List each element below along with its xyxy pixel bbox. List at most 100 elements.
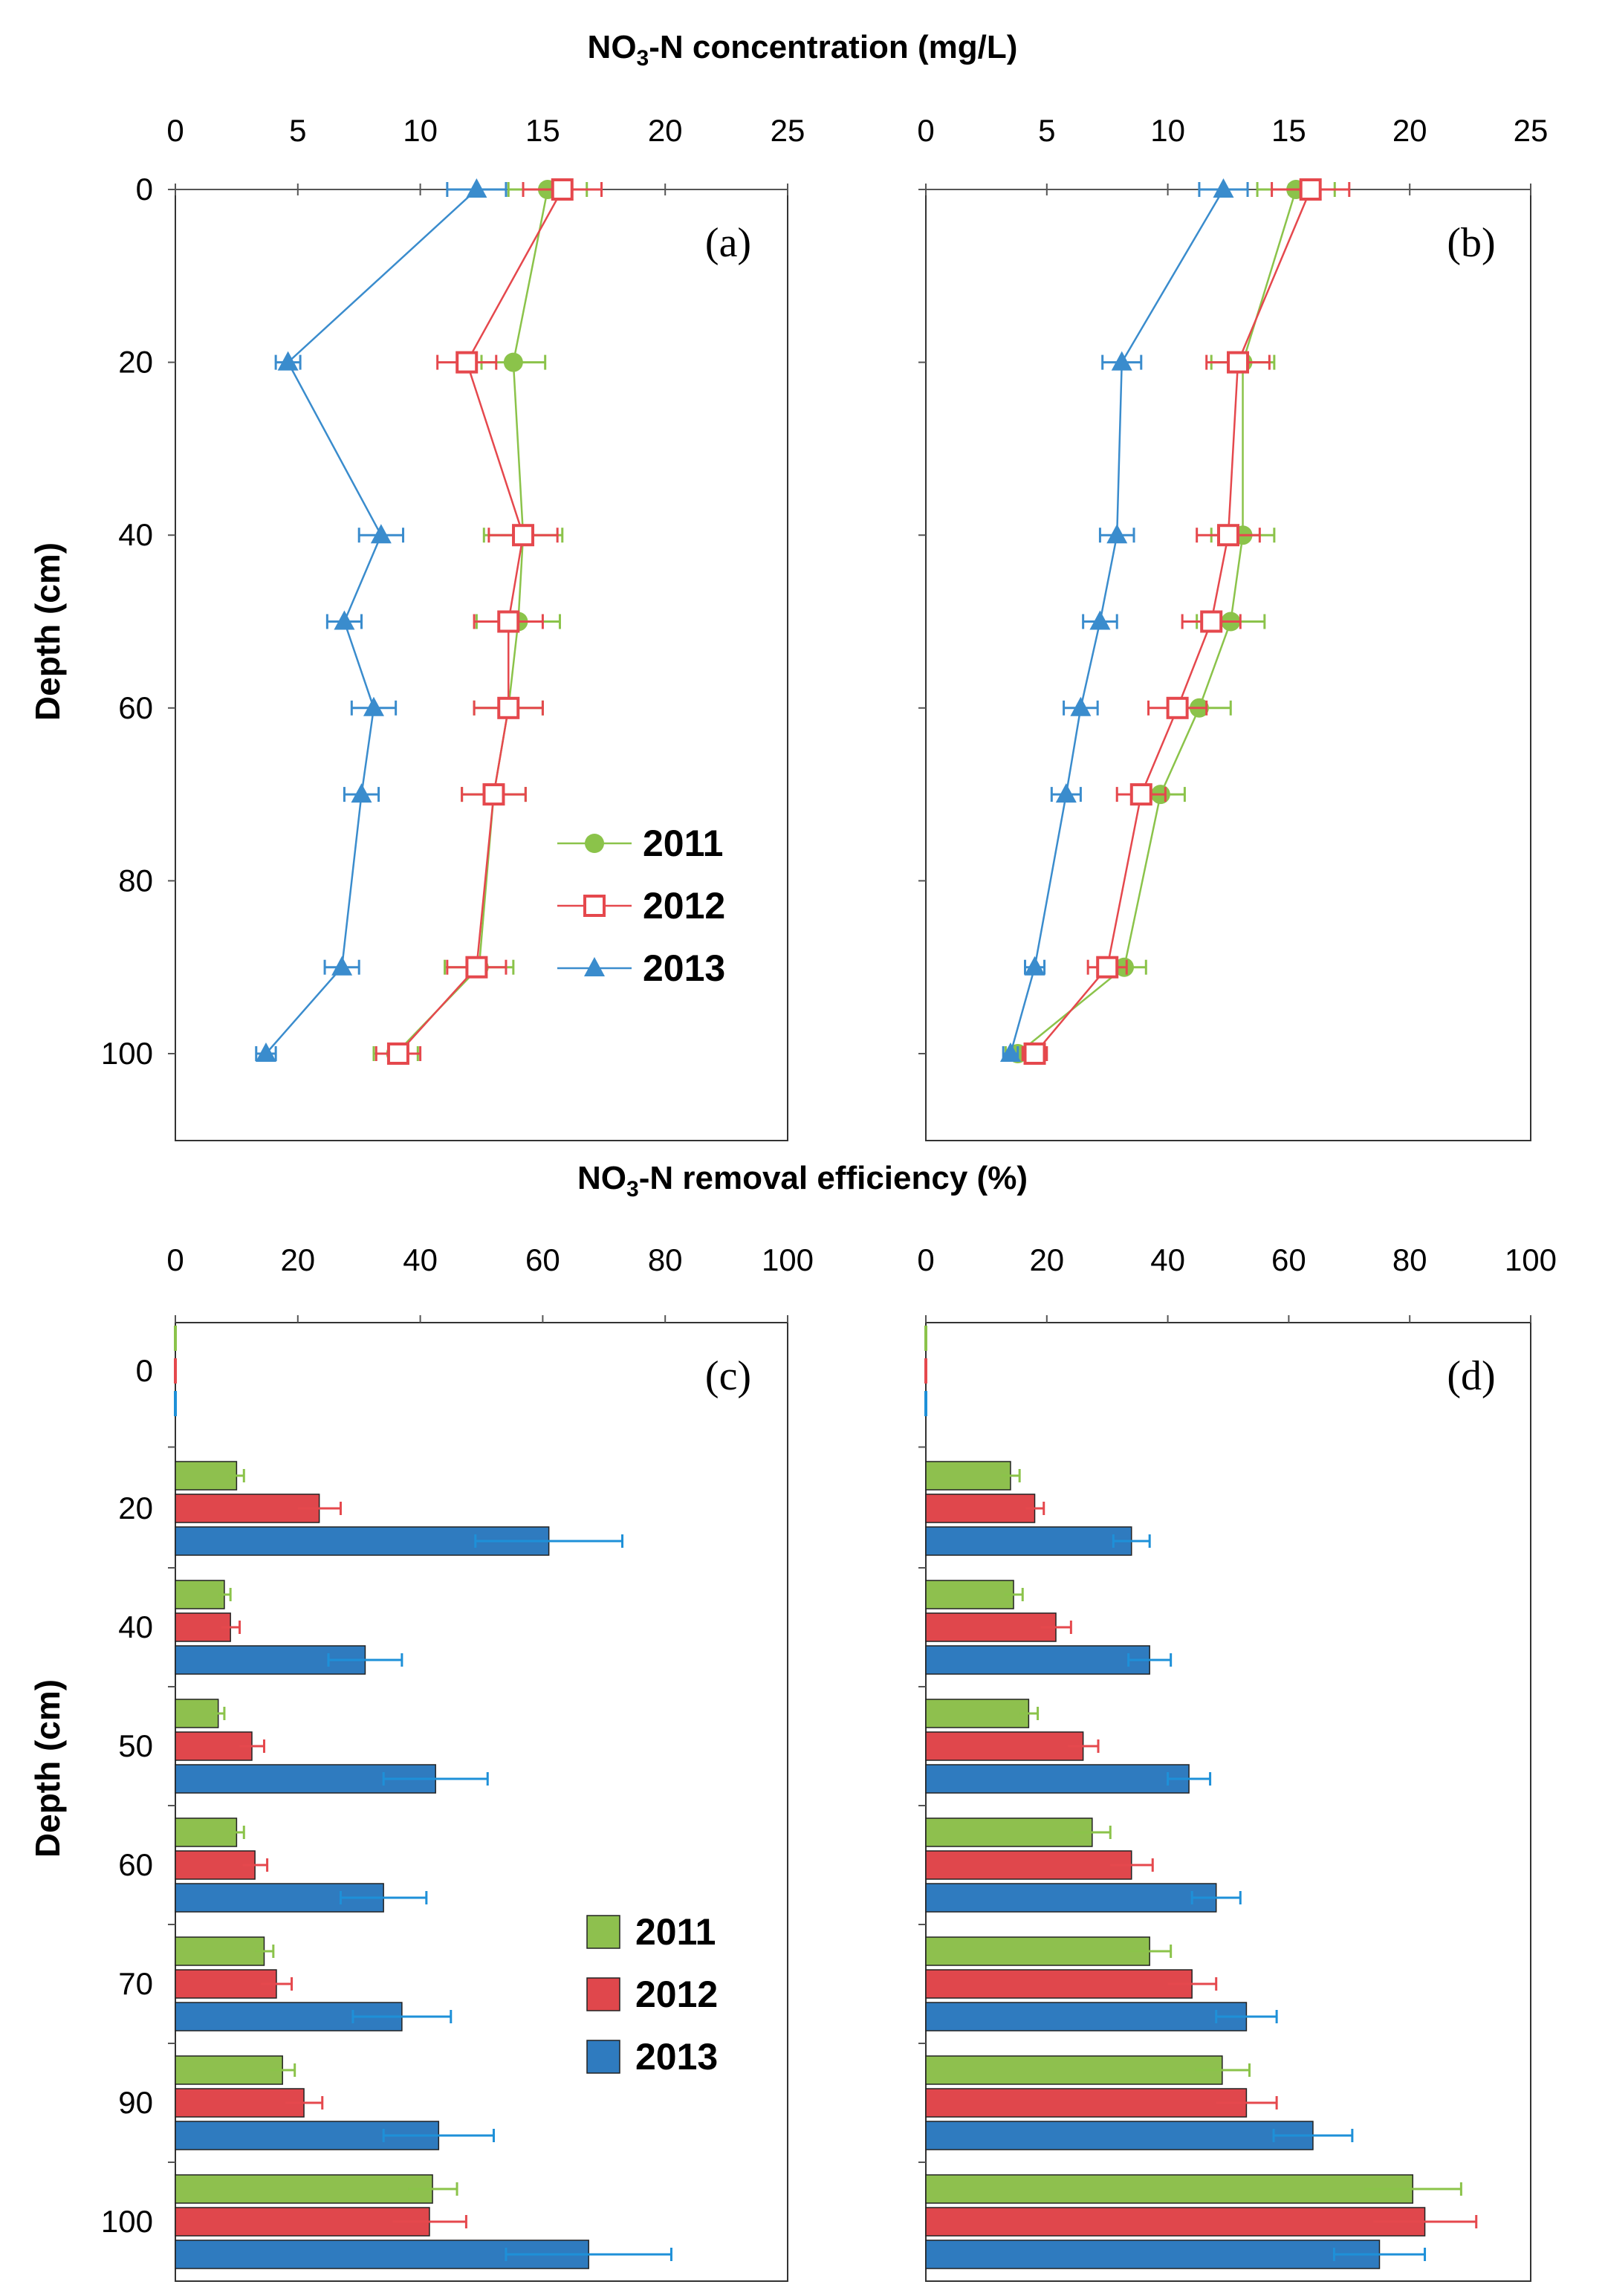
top-title-rest: -N concentration (mg/L): [649, 29, 1017, 65]
top-title-main: NO: [588, 29, 637, 65]
bar-2011: [175, 1580, 225, 1609]
data-point-2012: [1023, 1042, 1046, 1065]
data-point-2012: [482, 783, 505, 806]
y-category-label: 50: [118, 1728, 153, 1763]
data-point-2012: [1200, 610, 1223, 633]
legend-label-2011: 2011: [635, 1911, 716, 1953]
bar-2012: [925, 1850, 1132, 1880]
x-tick-label: 20: [1392, 113, 1427, 148]
bar-2011: [925, 1580, 1014, 1609]
data-point-2012: [1129, 783, 1152, 806]
x-tick-label: 0: [917, 1242, 934, 1277]
bar-2012: [925, 2207, 1426, 2237]
data-point-2012: [497, 610, 520, 633]
panel-label: (d): [1447, 1353, 1495, 1399]
data-point-2013: [370, 524, 392, 544]
x-tick-label: 100: [1505, 1242, 1557, 1277]
data-point-2012: [512, 524, 535, 547]
bar-2011: [925, 2174, 1414, 2204]
bar-2013: [925, 1764, 1190, 1794]
y-tick-label: 20: [118, 345, 153, 380]
x-tick-label: 80: [648, 1242, 683, 1277]
y-category-label: 70: [118, 1966, 153, 2001]
data-point-2011: [503, 352, 523, 372]
bar-2011: [175, 2174, 433, 2204]
bar-2011: [175, 1936, 265, 1966]
x-tick-label: 0: [917, 113, 934, 148]
legend-swatch-2013: [586, 2040, 620, 2074]
x-tick-label: 40: [403, 1242, 438, 1277]
y-tick-label: 0: [136, 172, 153, 207]
bar-2011: [175, 1699, 219, 1728]
data-point-2013: [1106, 524, 1128, 544]
top-title-sub: 3: [637, 46, 649, 71]
bar-2012: [925, 2088, 1248, 2118]
y-tick-label: 80: [118, 863, 153, 898]
bar-2013: [925, 1526, 1132, 1556]
x-tick-label: 60: [525, 1242, 560, 1277]
plot-frame: [925, 189, 1531, 1141]
plot-frame: [925, 1322, 1531, 2282]
data-point-2013: [334, 610, 355, 630]
data-point-2012: [386, 1042, 409, 1065]
y-tick-label: 40: [118, 517, 153, 552]
series-line-2013: [265, 189, 478, 1054]
bar-2013: [925, 1883, 1217, 1913]
y-tick-label: 60: [118, 690, 153, 725]
data-point-2012: [1096, 956, 1119, 979]
legend-label-2012: 2012: [635, 1974, 718, 2015]
x-tick-label: 5: [1038, 113, 1055, 148]
legend-swatch-2012: [586, 1977, 620, 2011]
bar-2012: [175, 1850, 256, 1880]
series-line-2013: [1009, 189, 1225, 1054]
bottom-y-axis-label: Depth (cm): [28, 1679, 67, 1858]
data-point-2012: [1299, 178, 1322, 201]
data-point-2013: [1055, 783, 1077, 803]
bar-2012: [925, 1969, 1193, 1999]
bar-2011: [175, 2055, 283, 2085]
legend-marker-2013: [584, 957, 605, 976]
bar-2012: [925, 1494, 1036, 1523]
y-category-label: 60: [118, 1847, 153, 1882]
x-tick-label: 15: [1271, 113, 1306, 148]
data-point-2012: [1166, 696, 1189, 719]
y-category-label: 100: [101, 2204, 153, 2239]
bottom-title-rest: -N removal efficiency (%): [639, 1160, 1028, 1196]
data-point-2013: [999, 1042, 1021, 1062]
legend-marker-2012: [583, 895, 606, 917]
x-tick-label: 40: [1150, 1242, 1185, 1277]
x-tick-label: 20: [1029, 1242, 1064, 1277]
legend-label-2011: 2011: [643, 823, 723, 864]
x-tick-label: 25: [771, 113, 805, 148]
bar-2012: [925, 1731, 1084, 1761]
panel-d: 0 20 40 60 80 100 (d): [917, 1242, 1557, 2282]
x-tick-label: 20: [280, 1242, 315, 1277]
data-point-2013: [363, 696, 384, 716]
x-tick-label: 10: [1150, 113, 1185, 148]
y-category-label: 0: [136, 1353, 153, 1388]
data-point-2012: [455, 351, 479, 374]
x-tick-label: 80: [1392, 1242, 1427, 1277]
bottom-title: NO3-N removal efficiency (%): [577, 1160, 1028, 1201]
bar-2013: [925, 2002, 1248, 2031]
legend-label-2012: 2012: [643, 885, 725, 927]
x-tick-label: 0: [166, 113, 184, 148]
legend-label-2013: 2013: [635, 2036, 718, 2078]
data-point-2012: [465, 956, 488, 979]
legend-swatch-2011: [586, 1915, 620, 1949]
plot-frame: [175, 189, 788, 1141]
data-point-2013: [1024, 956, 1045, 976]
x-tick-label: 25: [1514, 113, 1549, 148]
bar-2012: [925, 1612, 1057, 1642]
bar-2011: [925, 1461, 1011, 1491]
data-point-2012: [551, 178, 574, 201]
data-point-2013: [255, 1042, 276, 1062]
panel-label: (c): [705, 1353, 751, 1399]
panel-label: (a): [705, 220, 751, 266]
data-point-2013: [1070, 696, 1092, 716]
data-point-2012: [1217, 524, 1239, 547]
data-point-2013: [277, 351, 299, 371]
bar-2011: [175, 1817, 238, 1847]
top-title: NO3-N concentration (mg/L): [588, 29, 1018, 71]
